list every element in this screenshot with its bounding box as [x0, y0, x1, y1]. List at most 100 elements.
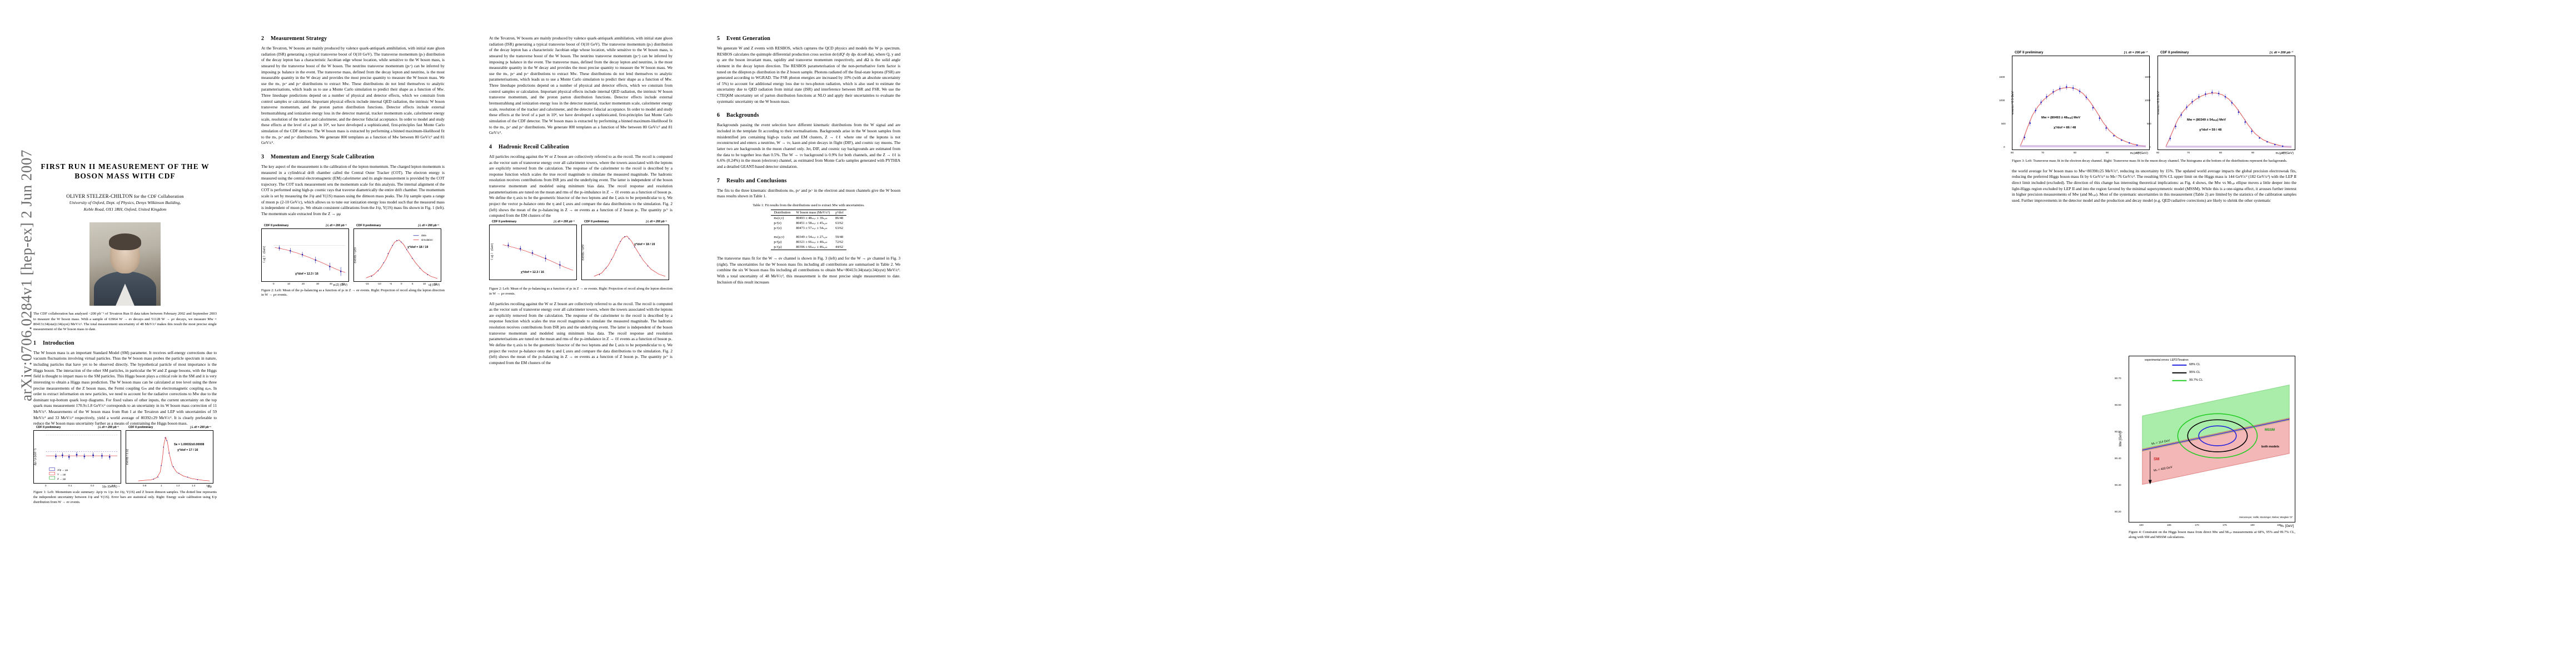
table-cell: 80493 ± 48ₛₜₐₜ ± 39ₛᵧₛₜ: [796, 216, 828, 221]
fig1-right-xtick-4: 1.6: [206, 484, 210, 487]
fig3-left-note-1: Mᴡ = (80493 ± 48ₛₜₐₜ) MeV: [2041, 116, 2081, 120]
table-header-row: Distribution W boson mass (MeV/c²) χ²/do…: [771, 209, 846, 216]
fig3-left-xtick-4: 100: [2136, 151, 2140, 154]
table-cell: 63/62: [835, 221, 844, 226]
fig3-right-panel: CDF II preliminary ∫ L dt = 200 pb⁻¹ eve…: [2145, 51, 2295, 155]
fig3-left-xlabel: mₜ(eν) (GeV): [2130, 152, 2148, 155]
table-row: mₜ(μ,ν) 80349 ± 54ₛₜₐₜ ± 27ₛᵧₛₜ 59/48: [771, 235, 846, 240]
fig4-ytick-3: 80.50: [2115, 430, 2121, 433]
column-4: 5 Event Generation We generate W and Z ev…: [717, 0, 900, 667]
table-row: mₜ(e,ν) 80493 ± 48ₛₜₐₜ ± 39ₛᵧₛₜ 86/48: [771, 216, 846, 221]
fig2-right-panel: CDF II preliminary ∫ L dt = 200 pb⁻¹ eve…: [353, 224, 441, 287]
figure-2b: CDF II preliminary ∫ L dt = 200 pb⁻¹ 〈 u…: [489, 220, 672, 280]
fig2b-right-panel: CDF II preliminary ∫ L dt = 200 pb⁻¹ eve…: [581, 220, 669, 280]
fig3-right-plot: [2165, 89, 2292, 148]
fig4-legend-0: 68% CL: [2189, 363, 2200, 366]
fig4-xtick-3: 175: [2223, 524, 2227, 526]
fig1-right-note-1: Sᴇ = 1.00032±0.00008: [174, 443, 205, 447]
fig4-header: experimental errors: LEP2/Tevatron: [2145, 359, 2189, 362]
section-title: Momentum and Energy Scale Calibration: [271, 153, 375, 160]
table-cell: 63/62: [835, 226, 844, 231]
fig2b-right-lumi: ∫ L dt = 200 pb⁻¹: [646, 220, 667, 223]
fig2-left-note: χ²/dof = 12.3 / 16: [295, 272, 318, 276]
paragraph-event-generation: We generate W and Z events with RESBOS, …: [717, 46, 900, 104]
fig3-right-note-1: Mᴡ = (80349 ± 54ₛₜₐₜ) MeV: [2187, 118, 2226, 122]
table-cell: mₜ(μ,ν): [774, 235, 784, 239]
fig3-right-title: CDF II preliminary: [2160, 51, 2189, 54]
fig2-right-xtick-6: 15: [434, 282, 437, 285]
fig1-right-title: CDF II preliminary: [128, 426, 153, 430]
fig2-right-legend-1: simulation: [421, 238, 433, 241]
fig2b-right-title: CDF II preliminary: [584, 220, 609, 223]
table-row: pₜᵛ(μ) 80396 ± 66ₛₜₐₜ ± 46ₛᵧₛₜ 44/62: [771, 244, 846, 251]
fig2b-right-plot: [594, 236, 666, 277]
fig4-ytick-0: 80.20: [2115, 510, 2121, 513]
author-collab: for the CDF Collaboration: [132, 193, 184, 199]
fig1-left-panel: CDF II preliminary ∫ L dt = 200 pb⁻¹ Δp …: [33, 426, 121, 489]
paragraph-results-intro: The fits to the three kinematic distribu…: [717, 187, 900, 199]
paragraph-recoil-cont: All particles recoiling against the W or…: [489, 301, 672, 365]
paragraph-results-discussion: The transverse mass fit for the W → eν c…: [717, 256, 900, 285]
section-number: 5: [717, 36, 720, 42]
fig4-xtick-5: 185: [2277, 524, 2281, 526]
paragraph-measurement-strategy: At the Tevatron, W bosons are mainly pro…: [261, 46, 445, 146]
section-heading-measurement-strategy: 2 Measurement Strategy: [261, 36, 445, 42]
fig2b-left-note: χ²/dof = 12.3 / 16: [521, 270, 544, 274]
table-cell: pₜᵉ(e): [774, 221, 781, 226]
fig2-left-plot: [273, 245, 346, 276]
fig2-left-xtick-5: 50: [342, 282, 345, 285]
paragraph-hadronic-recoil: All particles recoiling against the W or…: [489, 153, 672, 218]
paragraph-right-discussion: the world average for W boson mass to Mᴡ…: [2012, 168, 2296, 203]
fig2b-right-note: χ²/dof = 18 / 19: [634, 242, 655, 246]
fig3-right-xtick-2: 80: [2219, 151, 2223, 154]
author-line: OLIVER STELZER-CHILTON for the CDF Colla…: [33, 193, 217, 199]
section-number: 3: [261, 153, 265, 160]
table-header-2: χ²/dof: [833, 209, 846, 216]
table-cell: 59/48: [835, 235, 844, 239]
fig2-right-xtick-3: 0: [401, 282, 402, 285]
table-row: pₜᵉ(μ) 80321 ± 66ₛₜₐₜ ± 40ₛᵧₛₜ 72/62: [771, 240, 846, 245]
section-heading-results-conclusions: 7 Results and Conclusions: [717, 178, 900, 184]
fig2b-left-plot: [502, 242, 574, 271]
fig1-left-xtick-2: 0.2: [91, 484, 94, 487]
fig1-right-lumi: ∫ L dt = 200 pb⁻¹: [190, 426, 211, 430]
photo-hair: [109, 233, 141, 251]
fig2-left-lumi: ∫ L dt = 200 pb⁻¹: [326, 223, 347, 227]
fig3-left-ytick-2: 1000: [1999, 99, 2005, 102]
fig3-right-ytick-0: 0: [2149, 146, 2151, 148]
column-3: At the Tevatron, W bosons are mainly pro…: [489, 0, 672, 667]
fig4-legend-1: 95% CL: [2189, 371, 2200, 374]
fig3-right-lumi: ∫ L dt = 200 pb⁻¹: [2269, 51, 2293, 54]
paragraph-intro: The W boson mass is an important Standar…: [33, 350, 217, 426]
fig3-left-title: CDF II preliminary: [2015, 51, 2044, 54]
fig2b-left-lumi: ∫ L dt = 200 pb⁻¹: [554, 220, 575, 223]
table-header-1: W boson mass (MeV/c²): [793, 209, 833, 216]
fig1-left-xlabel: 1/pₜ (GeV/c)⁻¹: [102, 485, 119, 489]
table-cell: 86/48: [835, 216, 844, 221]
table-cell: 44/62: [833, 244, 846, 251]
table-row: pₜᵛ(e) 80473 ± 57ₛₜₐₜ ± 54ₛᵧₛₜ 63/62: [771, 226, 846, 231]
table-header-0: Distribution: [771, 209, 794, 216]
fig4-panel: Mᴡ [GeV] mₜ [GeV]: [2115, 356, 2295, 528]
fig3-right-ytick-2: 1000: [2145, 99, 2151, 102]
section-heading-momentum-energy-scale: 3 Momentum and Energy Scale Calibration: [261, 154, 445, 160]
author-name: OLIVER STELZER-CHILTON: [66, 193, 133, 199]
fig1-left-xtick-1: 0.1: [68, 484, 72, 487]
fig1-left-xtick-0: 0: [45, 484, 47, 487]
section-title: Event Generation: [726, 36, 771, 42]
table-cell: mₜ(e,ν): [774, 216, 784, 221]
figure-3: CDF II preliminary ∫ L dt = 200 pb⁻¹ eve…: [1999, 51, 2312, 207]
section-heading-backgrounds: 6 Backgrounds: [717, 112, 900, 118]
column-1: FIRST RUN II MEASUREMENT OF THE W BOSON …: [33, 0, 217, 667]
fig1-right-plot: [138, 436, 210, 481]
fig3-right-xtick-3: 90: [2251, 151, 2255, 154]
section-number: 4: [489, 143, 492, 150]
section-number: 1: [33, 340, 37, 346]
fig2-left-xtick-1: 10: [287, 282, 291, 285]
section-title: Measurement Strategy: [271, 36, 327, 42]
fig1-left-legend-2: Z → μμ: [57, 477, 66, 481]
fig3-left-lumi: ∫ L dt = 200 pb⁻¹: [2124, 51, 2148, 54]
section-number: 7: [717, 177, 720, 184]
fig4-legend-2: 99.7% CL: [2189, 379, 2203, 382]
